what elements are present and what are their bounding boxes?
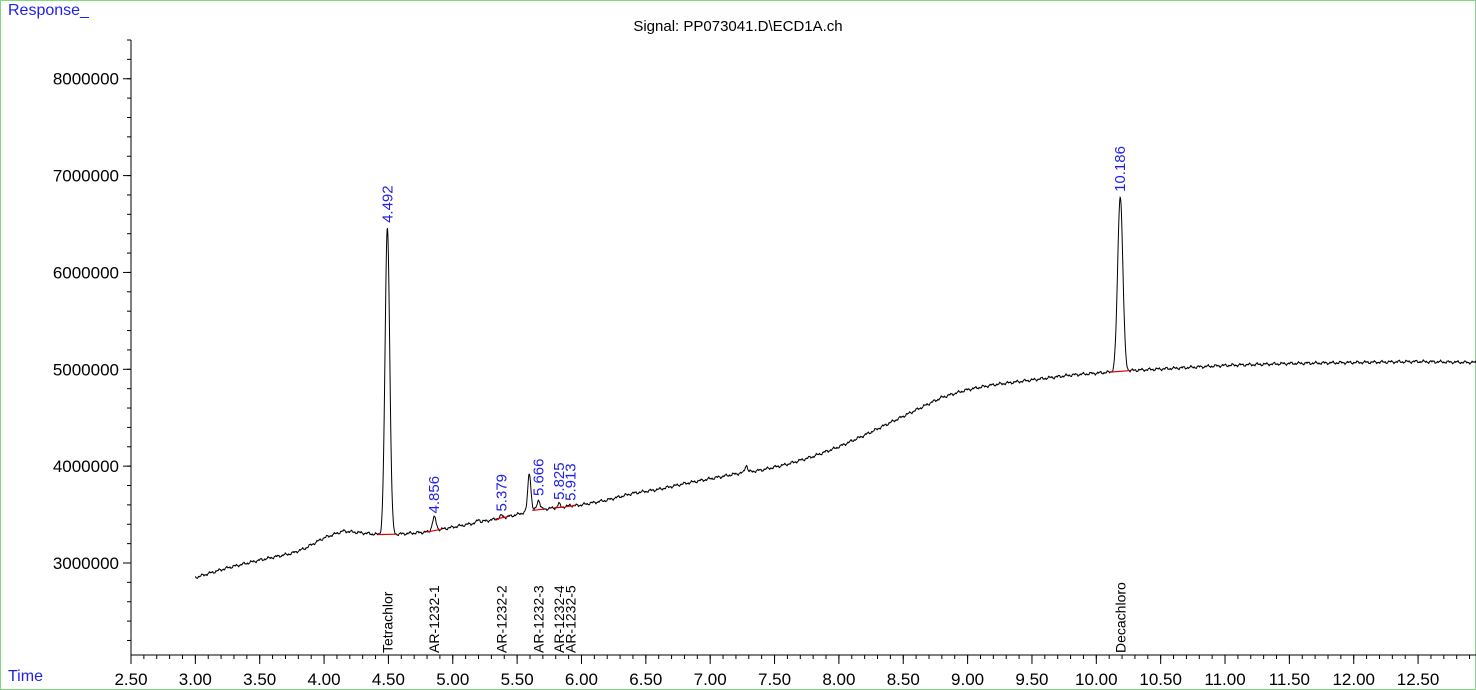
x-tick-label: 8.00 <box>822 670 855 689</box>
integration-baseline <box>532 508 545 512</box>
compound-label: Decachloro <box>1112 582 1128 653</box>
y-tick-label: 4000000 <box>53 457 119 476</box>
integration-baseline <box>553 506 565 509</box>
integration-marks <box>378 369 1131 536</box>
x-tick-label: 12.50 <box>1397 670 1440 689</box>
integration-baseline <box>426 528 443 533</box>
peak-rt-label: 5.666 <box>530 458 547 496</box>
integration-baseline <box>1109 369 1131 373</box>
y-tick-label: 8000000 <box>53 70 119 89</box>
x-tick-label: 5.50 <box>501 670 534 689</box>
x-tick-label: 4.00 <box>308 670 341 689</box>
x-tick-label: 11.00 <box>1204 670 1245 689</box>
integration-baseline <box>565 504 576 508</box>
chart-title: Signal: PP073041.D\ECD1A.ch <box>633 18 843 35</box>
peak-rt-label: 5.913 <box>562 463 579 501</box>
x-tick-label: 5.00 <box>436 670 469 689</box>
x-tick-label: 10.50 <box>1139 670 1182 689</box>
compound-label: AR-1232-4 <box>551 585 567 653</box>
x-tick-label: 11.50 <box>1269 670 1310 689</box>
peak-rt-label: 4.492 <box>379 185 396 223</box>
y-axis-label: Response_ <box>8 2 89 19</box>
x-tick-label: 3.00 <box>179 670 212 689</box>
x-tick-label: 4.50 <box>372 670 405 689</box>
x-axis-label: Time <box>8 668 43 685</box>
axes: 3000000 4000000 5000000 6000000 7000000 80000… <box>53 39 1476 689</box>
y-tick-label: 7000000 <box>53 167 119 186</box>
x-tick-label: 3.50 <box>243 670 276 689</box>
compound-label: AR-1232-2 <box>494 585 510 653</box>
y-tick-label: 6000000 <box>53 263 119 282</box>
x-tick-label: 7.00 <box>694 670 727 689</box>
compound-label: AR-1232-1 <box>426 585 442 653</box>
peak-rt-label: 5.379 <box>494 474 511 512</box>
compound-label: AR-1232-5 <box>562 585 578 653</box>
x-tick-label: 12.00 <box>1332 670 1375 689</box>
peak-rt-label: 5.825 <box>551 462 568 500</box>
signal-trace <box>194 196 1476 579</box>
x-tick-label: 8.50 <box>887 670 920 689</box>
peak-rt-label: 10.186 <box>1112 146 1129 192</box>
compound-labels: Tetrachlor AR-1232-1 AR-1232-2 AR-1232-3 AR-… <box>379 582 1128 653</box>
y-tick-label: 3000000 <box>53 554 119 573</box>
trace <box>194 196 1476 579</box>
x-tick-label: 2.50 <box>114 670 147 689</box>
y-tick-label: 5000000 <box>53 360 119 379</box>
x-tick-label: 6.00 <box>565 670 598 689</box>
x-tick-label: 10.00 <box>1075 670 1118 689</box>
compound-label: AR-1232-3 <box>530 585 546 653</box>
peak-rt-label: 4.856 <box>426 476 443 514</box>
x-tick-label: 7.50 <box>758 670 791 689</box>
integration-baseline <box>495 516 508 520</box>
x-tick-label: 6.50 <box>629 670 662 689</box>
x-tick-label: 9.50 <box>1015 670 1048 689</box>
compound-label: Tetrachlor <box>379 591 395 653</box>
x-tick-label: 9.00 <box>951 670 984 689</box>
